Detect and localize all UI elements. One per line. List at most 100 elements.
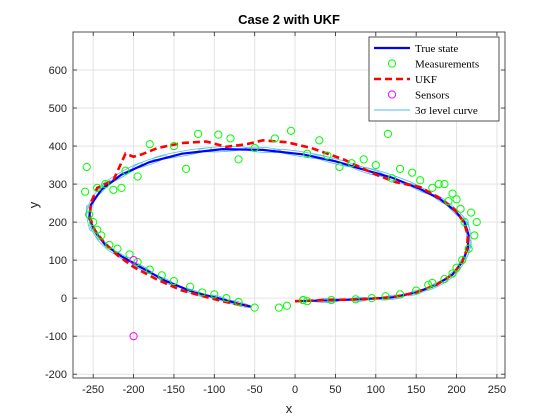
measurement-point — [101, 179, 110, 189]
measurement-point — [270, 134, 279, 143]
measurement-point — [85, 210, 94, 219]
x-tick-label: 50 — [329, 384, 341, 396]
measurement-point — [395, 290, 405, 299]
measurement-point — [133, 257, 142, 267]
measurement-point — [444, 197, 453, 206]
measurement-point — [464, 244, 473, 253]
measurement-point — [458, 256, 467, 265]
measurement-point — [323, 151, 332, 160]
sensor-point — [129, 256, 138, 265]
measurement-point — [371, 160, 380, 170]
y-tick-label: 600 — [49, 65, 67, 77]
measurement-point — [121, 166, 130, 175]
measurement-point — [198, 288, 207, 297]
legend-label: UKF — [415, 74, 437, 86]
measurement-point — [460, 218, 469, 227]
measurement-point — [428, 278, 437, 288]
measurement-point — [185, 282, 195, 291]
measurement-point — [440, 275, 449, 284]
x-tick-label: -100 — [203, 384, 225, 396]
level-curve-ellipse — [445, 268, 460, 282]
x-tick-label: -200 — [123, 384, 145, 396]
x-tick-label: -150 — [163, 384, 185, 396]
measurement-point — [82, 162, 91, 172]
y-axis-label: y — [26, 201, 41, 208]
measurement-point — [448, 269, 457, 278]
measurement-point — [157, 271, 166, 280]
y-tick-label: 300 — [49, 179, 67, 191]
chart-title: Case 2 with UKF — [238, 12, 340, 27]
measurement-point — [408, 168, 417, 177]
measurement-point — [387, 174, 397, 183]
measurement-point — [125, 250, 134, 259]
measurement-point — [113, 244, 122, 253]
measurement-point — [97, 231, 106, 240]
measurement-point — [416, 176, 425, 185]
legend-swatch-measurements — [387, 59, 397, 68]
y-tick-label: 400 — [49, 141, 67, 153]
measurement-point — [194, 129, 203, 138]
measurement-point — [250, 303, 259, 312]
axes-box — [72, 31, 506, 379]
measurement-point — [466, 208, 476, 217]
measurement-point — [274, 303, 284, 312]
measurement-point — [347, 159, 356, 168]
level-curve-ellipse — [152, 147, 212, 160]
measurement-point — [434, 179, 443, 189]
measurement-point — [145, 265, 154, 274]
measurement-point — [303, 149, 312, 158]
measurement-point — [428, 183, 437, 192]
measurement-point — [335, 162, 344, 172]
measurement-point — [234, 297, 243, 307]
legend-label: True state — [415, 43, 458, 55]
measurement-point — [214, 130, 223, 139]
level-curve-ellipse — [132, 155, 168, 169]
measurement-point — [452, 195, 461, 204]
measurement-point — [109, 185, 118, 194]
measurement-point — [424, 280, 433, 289]
ukf-line — [88, 139, 470, 308]
measurement-point — [351, 295, 360, 304]
measurement-point — [299, 295, 308, 305]
y-tick-label: 0 — [61, 293, 67, 305]
measurement-point — [452, 263, 461, 272]
y-tick-label: -200 — [45, 369, 67, 381]
measurement-point — [145, 140, 154, 149]
measurement-point — [210, 290, 219, 299]
measurement-point — [93, 225, 102, 234]
y-tick-label: 100 — [49, 255, 67, 267]
measurement-point — [81, 187, 90, 196]
y-tick-label: 500 — [49, 103, 67, 115]
measurement-point — [383, 129, 393, 138]
measurement-point — [359, 155, 368, 164]
measurement-point — [327, 295, 336, 305]
level-curve-ellipse — [198, 145, 247, 153]
x-axis-label: x — [286, 401, 293, 416]
measurement-point — [181, 164, 191, 173]
legend-swatch-sensors — [387, 90, 397, 99]
measurement-point — [367, 294, 376, 303]
level-curve-ellipse — [459, 213, 470, 231]
measurement-point — [234, 155, 243, 164]
measurement-point — [117, 183, 126, 192]
measurement-point — [448, 189, 457, 198]
measurement-point — [169, 141, 179, 151]
measurement-point — [315, 136, 324, 145]
measurement-point — [381, 292, 390, 301]
x-tick-label: -50 — [247, 384, 263, 396]
measurement-point — [472, 218, 481, 227]
x-tick-label: 150 — [407, 384, 425, 396]
legend-box — [368, 36, 500, 122]
x-tick-label: 200 — [447, 384, 465, 396]
measurement-point — [440, 179, 449, 189]
legend-label: Sensors — [415, 90, 449, 102]
measurement-point — [105, 240, 114, 250]
x-tick-label: 0 — [292, 384, 298, 396]
measurement-point — [89, 218, 98, 227]
measurement-point — [282, 301, 292, 310]
y-tick-label: 200 — [49, 217, 67, 229]
measurement-point — [470, 231, 479, 240]
measurement-point — [222, 294, 231, 303]
plot-content — [81, 126, 481, 341]
